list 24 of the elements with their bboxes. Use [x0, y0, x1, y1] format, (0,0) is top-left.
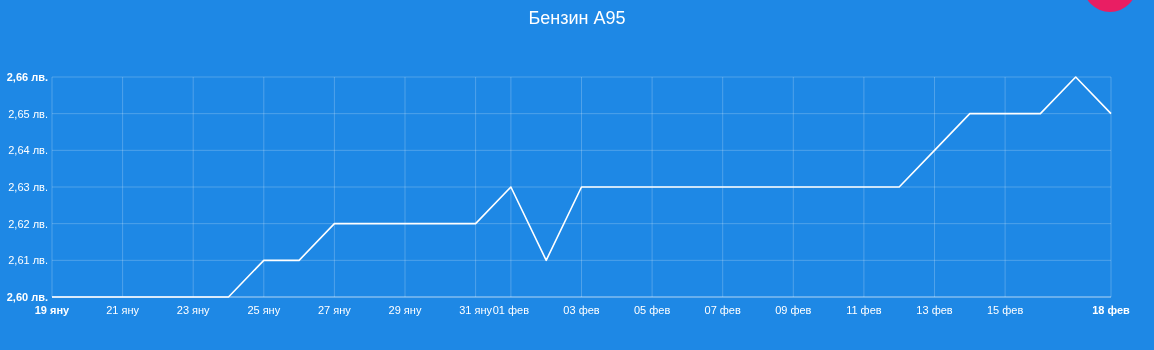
chart-title: Бензин А95: [528, 8, 626, 28]
y-tick-label: 2,63 лв.: [8, 180, 48, 193]
x-tick-label: 07 фев: [704, 304, 741, 316]
x-tick-label: 21 яну: [106, 304, 140, 316]
y-tick-label: 2,60 лв.: [6, 290, 48, 303]
x-tick-label: 31 яну: [459, 304, 493, 316]
x-tick-label: 27 яну: [317, 304, 352, 316]
y-tick-label: 2,65 лв.: [8, 107, 48, 120]
x-tick-label: 01 фев: [492, 304, 530, 316]
y-tick-label: 2,66 лв.: [6, 70, 48, 83]
x-tick-label: 18 фев: [1092, 304, 1131, 316]
y-tick-label: 2,61 лв.: [8, 254, 48, 267]
y-tick-label: 2,64 лв.: [8, 144, 48, 157]
x-tick-label: 25 яну: [247, 304, 281, 316]
x-tick-label: 29 яну: [388, 304, 422, 316]
x-tick-label: 05 фев: [633, 304, 671, 316]
x-tick-label: 23 яну: [176, 304, 211, 316]
x-tick-label: 09 фев: [775, 304, 812, 316]
x-tick-label: 13 фев: [916, 304, 953, 316]
y-tick-label: 2,62 лв.: [8, 217, 48, 230]
x-tick-label: 15 фев: [986, 304, 1024, 316]
x-tick-label: 03 фев: [563, 304, 600, 316]
x-tick-label: 19 яну: [34, 304, 71, 316]
x-tick-label: 11 фев: [846, 304, 882, 316]
